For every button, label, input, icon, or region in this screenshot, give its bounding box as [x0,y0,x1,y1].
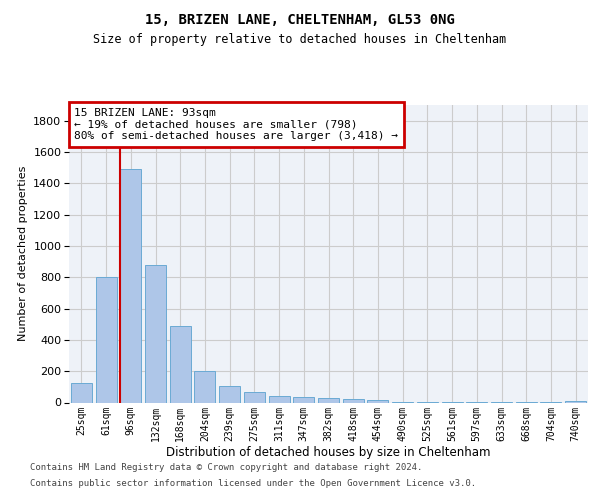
Bar [145,264,166,402]
Bar [318,398,339,402]
Bar [367,400,388,402]
Bar [120,169,141,402]
Bar [269,396,290,402]
Text: Contains public sector information licensed under the Open Government Licence v3: Contains public sector information licen… [30,478,476,488]
Bar [343,400,364,402]
Y-axis label: Number of detached properties: Number of detached properties [17,166,28,342]
Bar [244,392,265,402]
Text: 15 BRIZEN LANE: 93sqm
← 19% of detached houses are smaller (798)
80% of semi-det: 15 BRIZEN LANE: 93sqm ← 19% of detached … [74,108,398,141]
Bar [293,397,314,402]
Text: Size of property relative to detached houses in Cheltenham: Size of property relative to detached ho… [94,32,506,46]
X-axis label: Distribution of detached houses by size in Cheltenham: Distribution of detached houses by size … [166,446,491,459]
Text: 15, BRIZEN LANE, CHELTENHAM, GL53 0NG: 15, BRIZEN LANE, CHELTENHAM, GL53 0NG [145,12,455,26]
Bar [194,371,215,402]
Bar [170,326,191,402]
Text: Contains HM Land Registry data © Crown copyright and database right 2024.: Contains HM Land Registry data © Crown c… [30,464,422,472]
Bar [95,277,116,402]
Bar [71,383,92,402]
Bar [219,386,240,402]
Bar [565,401,586,402]
